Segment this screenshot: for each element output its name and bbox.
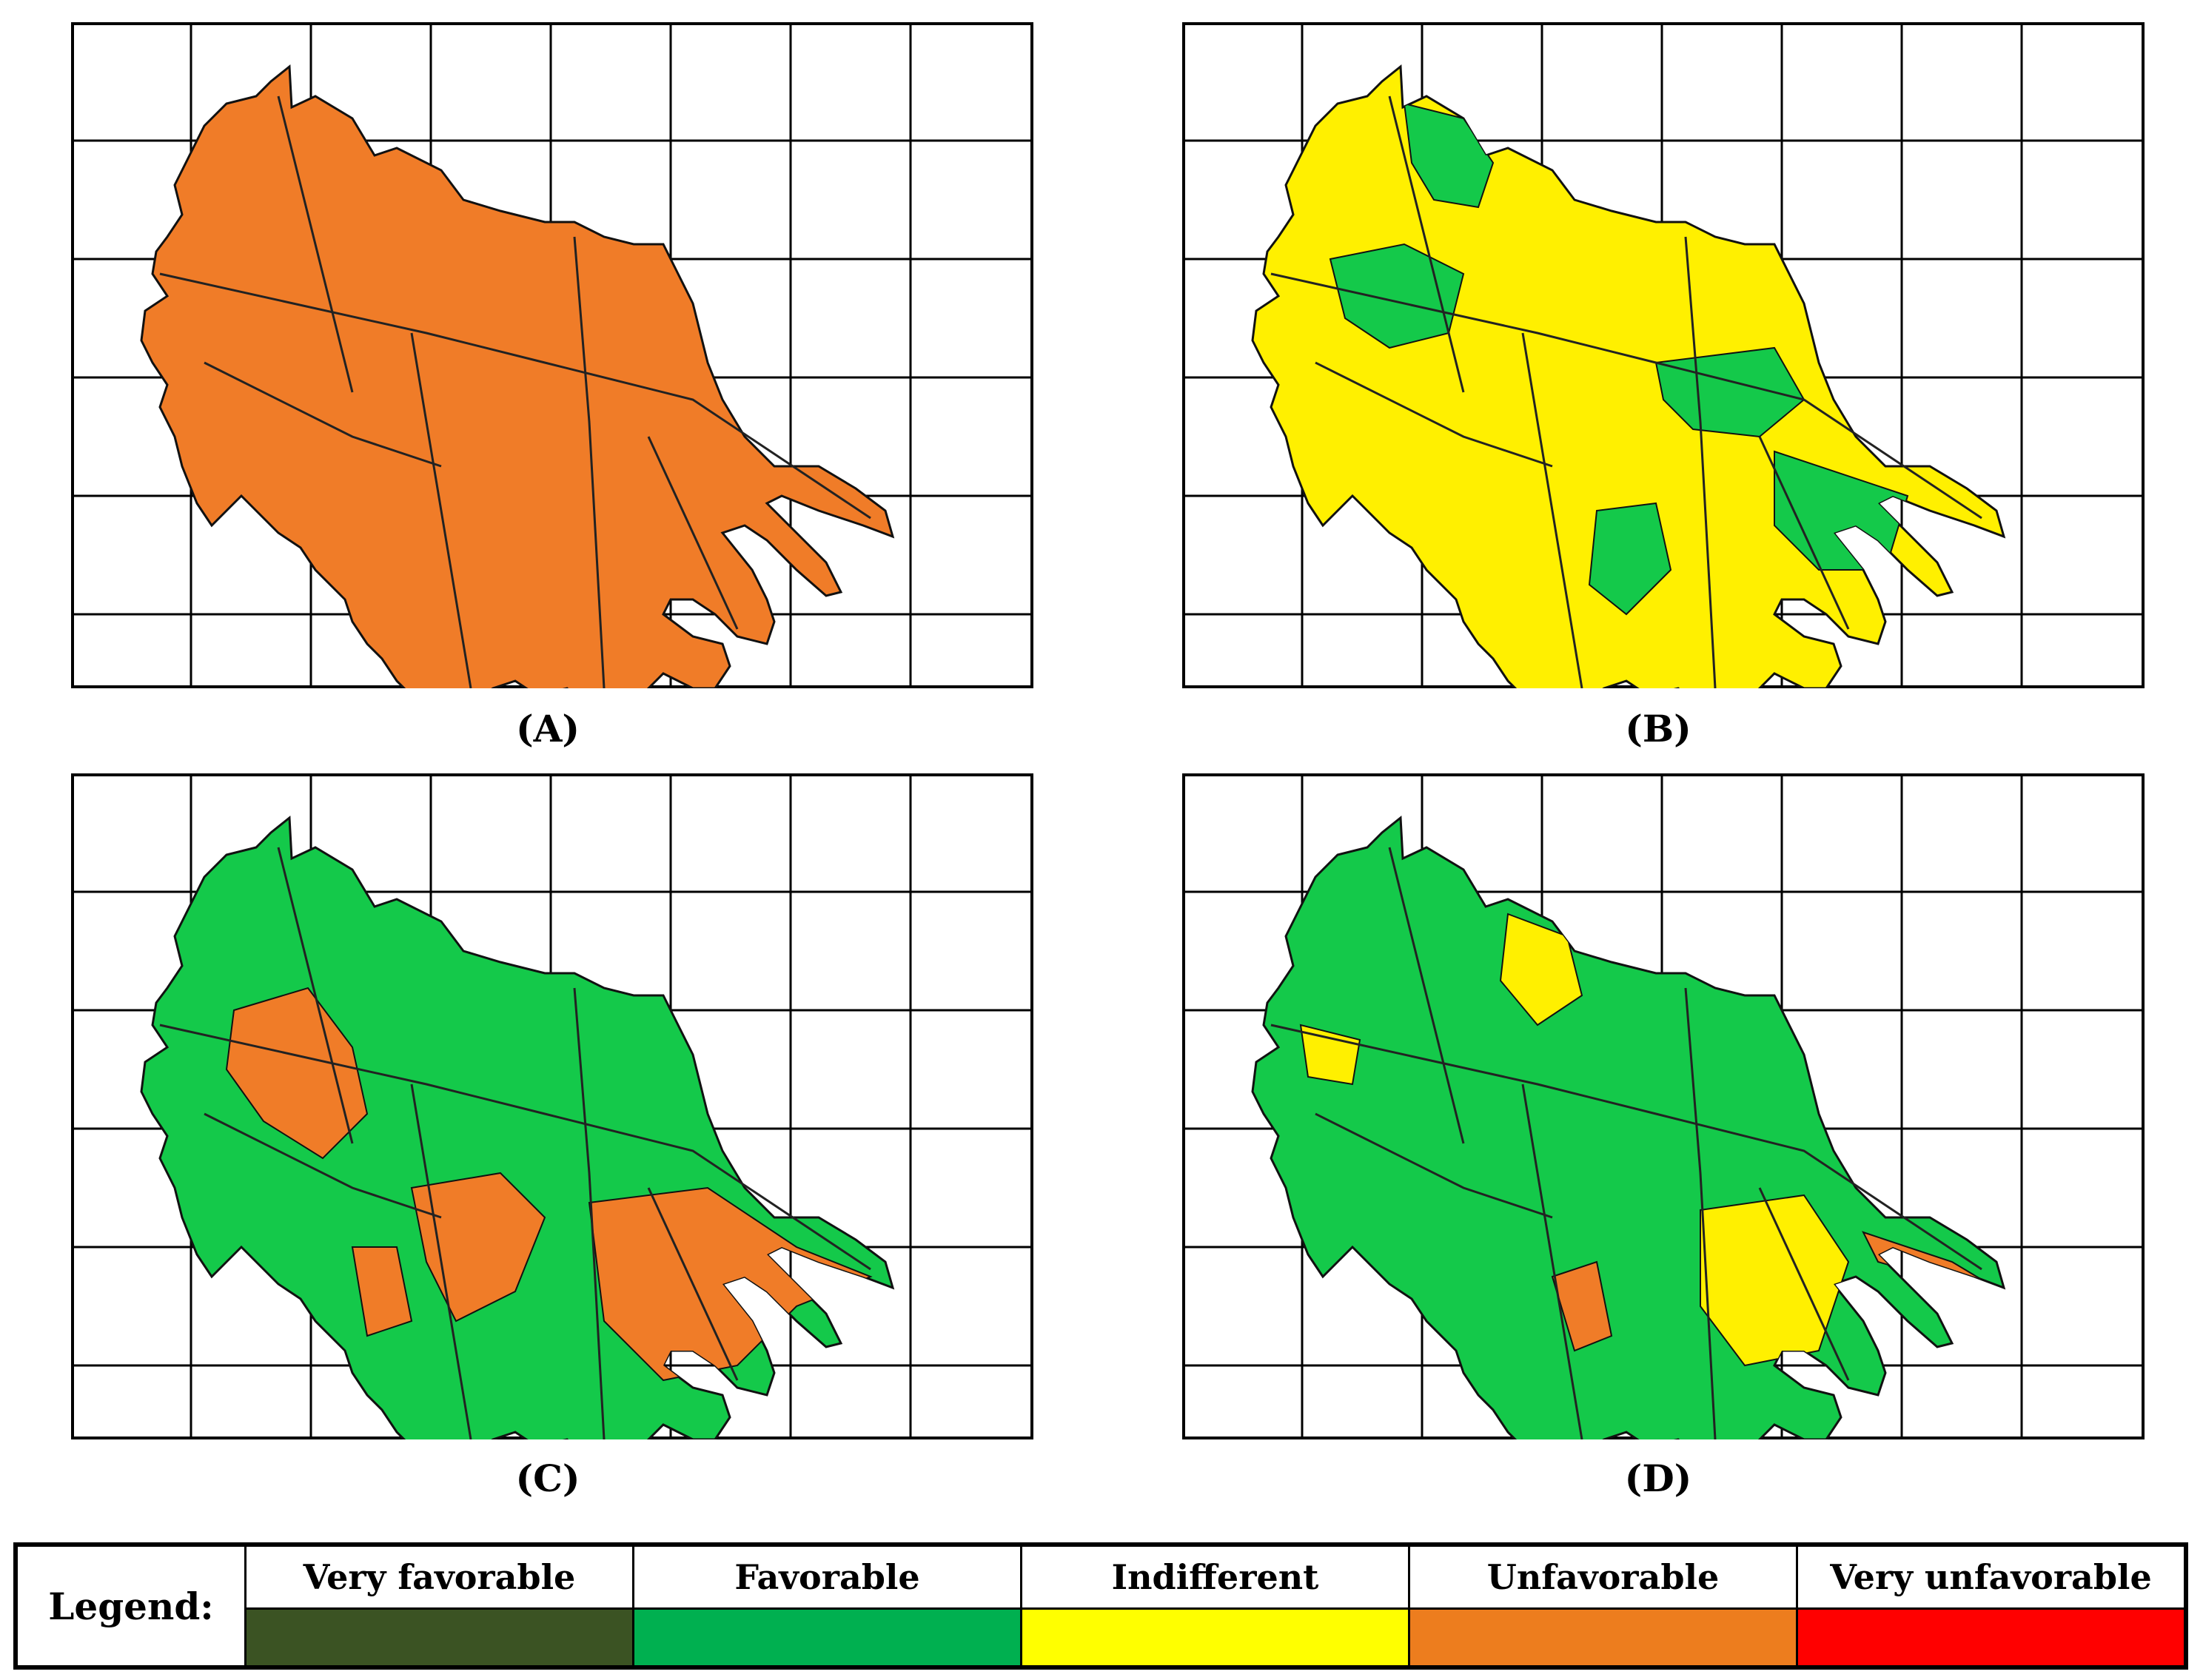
parcel-boundary	[1758, 436, 1850, 630]
parcel-boundary	[1388, 95, 1465, 393]
parcel-boundary	[159, 272, 871, 520]
legend-label: Indifferent	[1022, 1547, 1408, 1610]
parcel-boundary	[410, 1083, 472, 1439]
legend: Legend: Very favorable Favorable Indiffe…	[13, 1542, 2188, 1670]
map-b	[1182, 22, 2145, 688]
legend-item-very-favorable: Very favorable	[247, 1547, 634, 1665]
map-panel-b	[1182, 22, 2145, 688]
legend-label: Unfavorable	[1410, 1547, 1796, 1610]
parcel-boundary	[277, 847, 354, 1144]
parcel-boundary	[1758, 1187, 1850, 1381]
parcel-boundary	[647, 1187, 739, 1381]
parcel-boundary	[1684, 236, 1717, 688]
parcel-boundary	[204, 361, 442, 468]
legend-label: Very favorable	[247, 1547, 632, 1610]
parcel-boundary	[1388, 847, 1465, 1144]
map-region-base	[140, 64, 895, 688]
parcel-boundary	[573, 987, 606, 1439]
parcel-boundary	[573, 236, 606, 688]
parcel-boundary	[647, 436, 739, 630]
legend-title: Legend:	[18, 1547, 247, 1665]
legend-swatch-very-unfavorable	[1798, 1610, 2184, 1665]
legend-swatch-indifferent	[1022, 1610, 1408, 1665]
parcel-boundary	[277, 95, 354, 393]
map-region-patch	[1499, 913, 1583, 1027]
parcel-boundary	[1684, 987, 1717, 1439]
legend-swatch-very-favorable	[247, 1610, 632, 1665]
legend-label: Very unfavorable	[1798, 1547, 2184, 1610]
map-panel-d	[1182, 773, 2145, 1439]
map-region-patch	[1588, 502, 1672, 616]
map-region-patch	[351, 1246, 413, 1337]
map-a	[71, 22, 1033, 688]
parcel-boundary	[1270, 272, 1982, 520]
parcel-boundary	[159, 1024, 871, 1271]
caption-b: (B)	[1625, 707, 1691, 750]
map-region-patch	[1700, 1194, 1850, 1367]
legend-item-unfavorable: Unfavorable	[1410, 1547, 1798, 1665]
parcel-boundary	[1270, 1024, 1982, 1271]
parcel-boundary	[1315, 1112, 1553, 1219]
map-d	[1182, 773, 2145, 1439]
parcel-boundary	[1521, 332, 1583, 688]
parcel-boundary	[204, 1112, 442, 1219]
map-panel-c	[71, 773, 1033, 1439]
caption-d: (D)	[1624, 1456, 1692, 1500]
parcel-boundary	[1521, 1083, 1583, 1439]
legend-swatch-favorable	[634, 1610, 1020, 1665]
parcel-boundary	[1315, 361, 1553, 468]
map-panel-a	[71, 22, 1033, 688]
caption-c: (C)	[515, 1456, 580, 1500]
legend-swatch-unfavorable	[1410, 1610, 1796, 1665]
legend-label: Favorable	[634, 1547, 1020, 1610]
parcel-boundary	[410, 332, 472, 688]
legend-item-indifferent: Indifferent	[1022, 1547, 1410, 1665]
legend-item-favorable: Favorable	[634, 1547, 1022, 1665]
map-c	[71, 773, 1033, 1439]
legend-item-very-unfavorable: Very unfavorable	[1798, 1547, 2184, 1665]
caption-a: (A)	[515, 707, 580, 750]
map-region-patch	[1299, 1024, 1361, 1086]
map-region-patch	[1551, 1260, 1613, 1352]
